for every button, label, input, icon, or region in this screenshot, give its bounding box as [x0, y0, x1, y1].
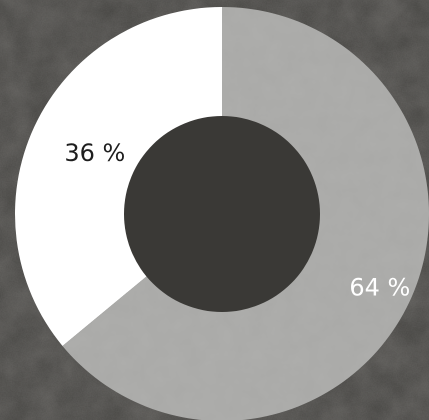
- donut-hole: [124, 116, 320, 312]
- slice-label-1: 36 %: [64, 139, 125, 167]
- slice-label-2: 64 %: [349, 273, 410, 301]
- donut-slice-1: [14, 7, 223, 346]
